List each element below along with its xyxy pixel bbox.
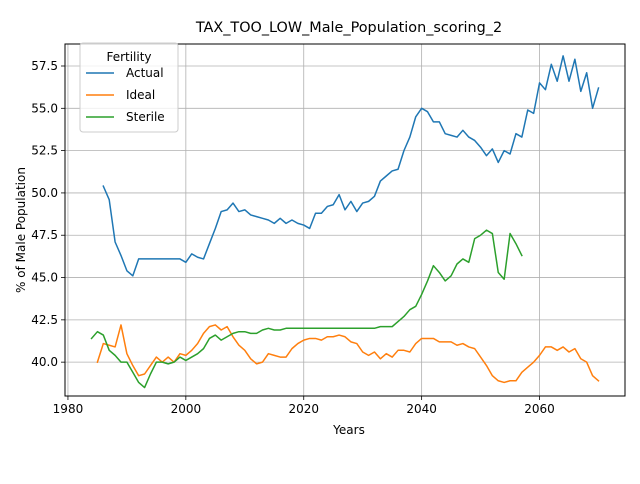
series-line-actual	[102, 55, 600, 277]
axes-frame	[64, 43, 626, 397]
x-tick-label: 2020	[288, 402, 319, 416]
y-tick-label: 45.0	[31, 271, 58, 285]
legend-label-ideal: Ideal	[126, 88, 155, 102]
grid-lines	[65, 44, 625, 396]
y-axis-ticks: 40.0 42.5 45.0 47.5 50.0 52.5 55.0 57.5	[31, 59, 65, 369]
x-axis-label: Years	[332, 423, 365, 437]
y-tick-label: 52.5	[31, 144, 58, 158]
y-tick-label: 50.0	[31, 186, 58, 200]
legend-label-sterile: Sterile	[126, 110, 165, 124]
legend-entries: Actual Ideal Sterile	[86, 66, 165, 124]
series-line-ideal	[96, 324, 600, 384]
x-axis-ticks: 1980 2000 2020 2040 2060	[53, 396, 555, 416]
series-line-sterile	[90, 229, 523, 389]
y-tick-label: 47.5	[31, 228, 58, 242]
y-axis-label: % of Male Population	[14, 167, 28, 293]
legend-title: Fertility	[106, 50, 151, 64]
y-tick-label: 40.0	[31, 355, 58, 369]
series-lines	[90, 55, 600, 389]
legend: Fertility Actual Ideal Sterile	[79, 42, 179, 133]
y-tick-label: 42.5	[31, 313, 58, 327]
y-tick-label: 55.0	[31, 101, 58, 115]
chart-title: TAX_TOO_LOW_Male_Population_scoring_2	[195, 20, 502, 36]
y-tick-label: 57.5	[31, 59, 58, 73]
x-tick-label: 1980	[53, 402, 84, 416]
legend-label-actual: Actual	[126, 66, 164, 80]
x-tick-label: 2000	[171, 402, 202, 416]
legend-box	[79, 42, 179, 133]
x-tick-label: 2040	[406, 402, 437, 416]
x-tick-label: 2060	[524, 402, 555, 416]
